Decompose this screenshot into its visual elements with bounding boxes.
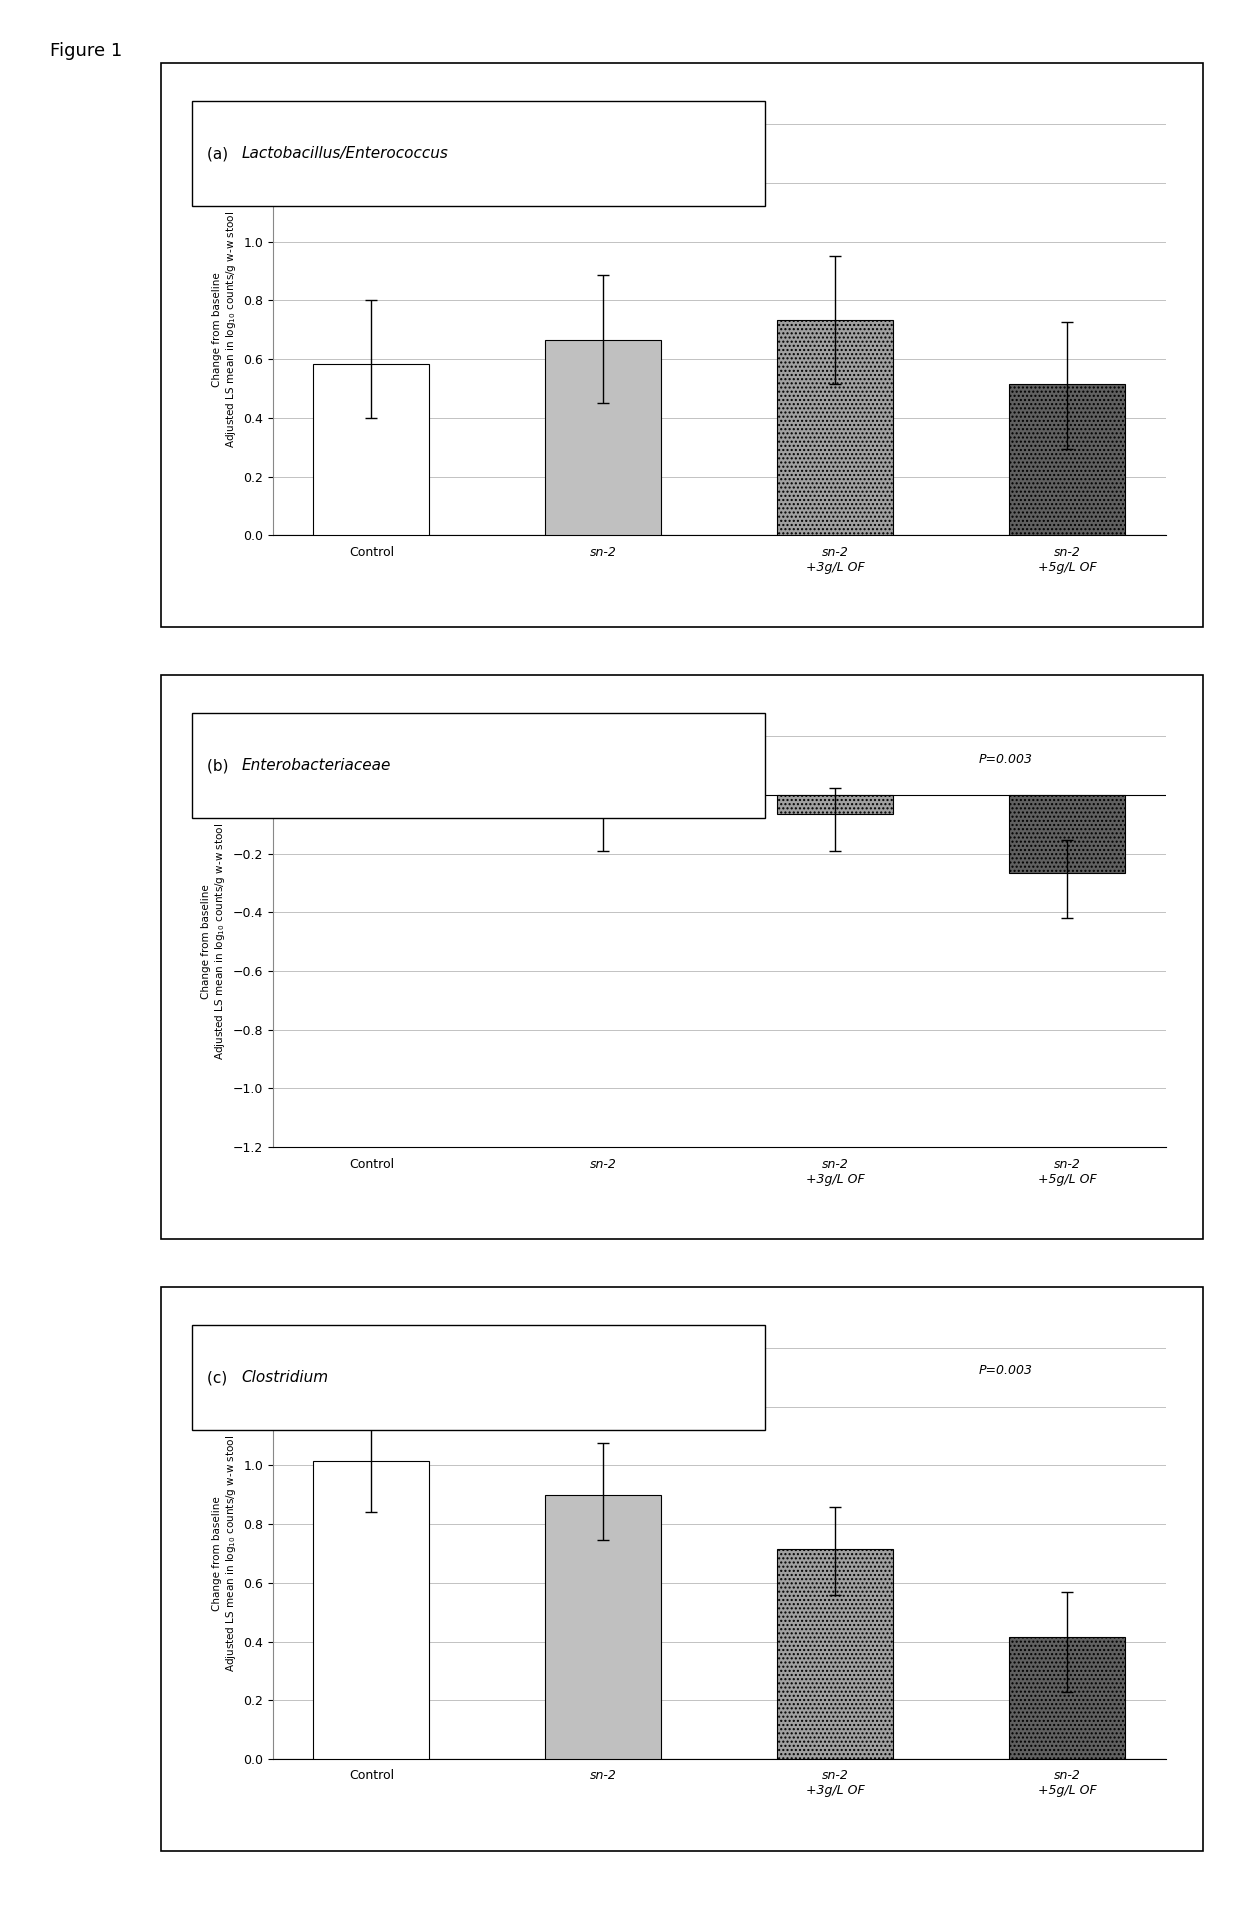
- Bar: [1009, 1637, 1125, 1759]
- Y-axis label: Change from baseline
Adjusted LS mean in log$_{10}$ counts/g w-w stool: Change from baseline Adjusted LS mean in…: [201, 824, 227, 1059]
- Bar: [777, 1549, 893, 1759]
- Text: Figure 1: Figure 1: [50, 42, 122, 59]
- Y-axis label: Change from baseline
Adjusted LS mean in log$_{10}$ counts/g w-w stool: Change from baseline Adjusted LS mean in…: [212, 1436, 238, 1671]
- Bar: [314, 782, 429, 795]
- Bar: [1009, 795, 1125, 872]
- Text: (c): (c): [207, 1371, 232, 1384]
- Text: (a): (a): [207, 147, 233, 161]
- Bar: [546, 1495, 661, 1759]
- Bar: [314, 1461, 429, 1759]
- Bar: [777, 319, 893, 535]
- Text: Enterobacteriaceae: Enterobacteriaceae: [242, 759, 391, 772]
- Bar: [546, 795, 661, 815]
- Bar: [777, 795, 893, 815]
- Bar: [546, 340, 661, 535]
- Text: P=0.003: P=0.003: [978, 753, 1032, 765]
- Text: Clostridium: Clostridium: [242, 1371, 329, 1384]
- Bar: [314, 363, 429, 535]
- Text: (b): (b): [207, 759, 233, 772]
- Y-axis label: Change from baseline
Adjusted LS mean in log$_{10}$ counts/g w-w stool: Change from baseline Adjusted LS mean in…: [212, 212, 238, 447]
- Text: Lactobacillus/Enterococcus: Lactobacillus/Enterococcus: [242, 147, 449, 161]
- Text: P=0.003: P=0.003: [978, 1365, 1032, 1377]
- Bar: [1009, 384, 1125, 535]
